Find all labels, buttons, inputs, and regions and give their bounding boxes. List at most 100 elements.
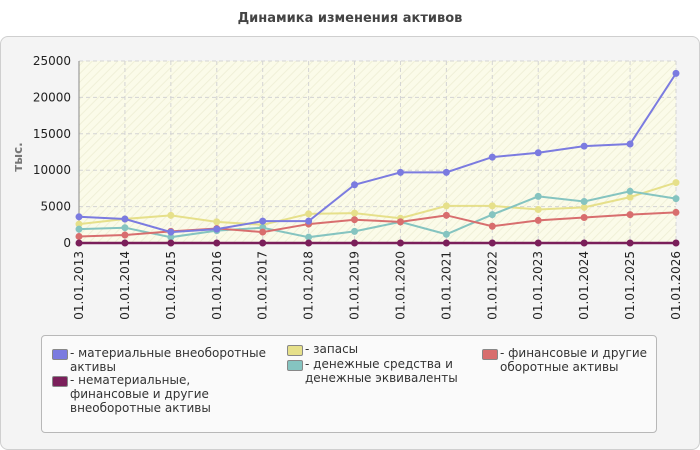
data-point-0-5 [305,217,313,225]
legend-label-inventory: - запасы [305,342,359,356]
data-point-0-7 [396,168,404,176]
data-point-2-2 [167,211,175,219]
data-point-2-11 [580,203,588,211]
series-line-3 [78,190,677,239]
y-tick-label: 5000 [40,200,71,214]
x-tick-label: 01.01.2020 [393,251,407,320]
y-tick-label: 15000 [33,127,71,141]
data-point-3-13 [672,195,680,203]
data-point-0-8 [442,168,450,176]
y-tick-label: 0 [63,236,71,250]
data-point-1-8 [442,239,450,247]
legend-swatch-intangible [52,376,68,387]
y-tick-label: 20000 [33,90,71,104]
legend-label-tangible: - материальные внеоборотные активы [70,346,266,374]
x-tick-label: 01.01.2026 [669,251,683,320]
data-point-3-1 [121,224,129,232]
data-point-0-6 [351,181,359,189]
data-point-3-11 [580,198,588,206]
axes: 0 5000 10000 15000 20000 25000 01.01.2013 01.01… [33,54,683,320]
data-point-4-9 [488,222,496,230]
legend-label-intangible: - нематериальные, финансовые и другие вн… [70,373,211,415]
legend-swatch-cash [287,360,303,371]
data-point-2-6 [351,209,359,217]
data-point-0-12 [626,140,634,148]
data-point-3-0 [75,225,83,233]
x-tick-label: 01.01.2023 [531,251,545,320]
data-point-3-6 [351,227,359,235]
data-point-4-0 [75,232,83,240]
data-point-1-1 [121,239,129,247]
data-point-0-11 [580,142,588,150]
legend-swatch-inventory [287,345,303,356]
data-point-0-10 [534,149,542,157]
legend-label-cash: - денежные средства и денежные эквивален… [305,357,458,385]
data-point-2-5 [305,210,313,218]
data-point-3-12 [626,187,634,195]
data-point-0-0 [75,213,83,221]
data-point-2-3 [213,218,221,226]
data-point-1-13 [672,239,680,247]
x-tick-label: 01.01.2025 [623,251,637,320]
data-point-4-13 [672,208,680,216]
data-point-4-4 [259,228,267,236]
legend-label-financial: - финансовые и другие оборотные активы [500,346,648,374]
data-point-1-11 [580,239,588,247]
x-tick-label: 01.01.2022 [485,251,499,320]
data-point-1-2 [167,239,175,247]
data-point-3-5 [305,233,313,241]
x-tick-label: 01.01.2019 [348,251,362,320]
data-point-1-9 [488,239,496,247]
legend: - материальные внеоборотные активы - нем… [41,335,657,433]
data-point-0-3 [213,225,221,233]
legend-swatch-tangible [52,349,68,360]
series-line-0 [78,72,677,234]
x-tick-label: 01.01.2018 [302,251,316,320]
data-point-2-8 [442,202,450,210]
data-point-1-0 [75,239,83,247]
data-point-2-13 [672,179,680,187]
data-point-1-12 [626,239,634,247]
data-point-2-10 [534,206,542,214]
series-line-2 [78,181,677,226]
data-point-4-8 [442,211,450,219]
x-tick-label: 01.01.2014 [118,251,132,320]
data-point-0-1 [121,215,129,223]
data-point-4-10 [534,216,542,224]
data-point-4-12 [626,211,634,219]
data-point-2-9 [488,202,496,210]
data-point-1-10 [534,239,542,247]
data-point-4-7 [396,218,404,226]
data-point-0-13 [672,69,680,77]
x-tick-label: 01.01.2024 [577,251,591,320]
data-point-4-6 [351,216,359,224]
x-tick-label: 01.01.2015 [164,251,178,320]
data-point-1-4 [259,239,267,247]
data-point-3-8 [442,230,450,238]
x-tick-label: 01.01.2017 [256,251,270,320]
x-tick-label: 01.01.2013 [72,251,86,320]
data-point-2-12 [626,193,634,201]
data-point-4-11 [580,214,588,222]
y-tick-label: 25000 [33,54,71,68]
data-point-1-5 [305,239,313,247]
x-tick-label: 01.01.2016 [210,251,224,320]
grid-lines [79,60,677,243]
data-point-1-3 [213,239,221,247]
data-point-0-9 [488,153,496,161]
data-point-4-1 [121,231,129,239]
data-point-0-4 [259,217,267,225]
y-axis-label: тыс. [11,142,25,171]
y-tick-label: 10000 [33,163,71,177]
data-point-1-7 [396,239,404,247]
chart-title: Динамика изменения активов [237,11,463,26]
data-point-0-2 [167,228,175,236]
series-group [75,69,680,247]
data-point-3-9 [488,211,496,219]
legend-swatch-financial [482,349,498,360]
data-point-1-6 [351,239,359,247]
x-tick-label: 01.01.2021 [439,251,453,320]
data-point-3-10 [534,192,542,200]
plot-area [79,61,676,243]
